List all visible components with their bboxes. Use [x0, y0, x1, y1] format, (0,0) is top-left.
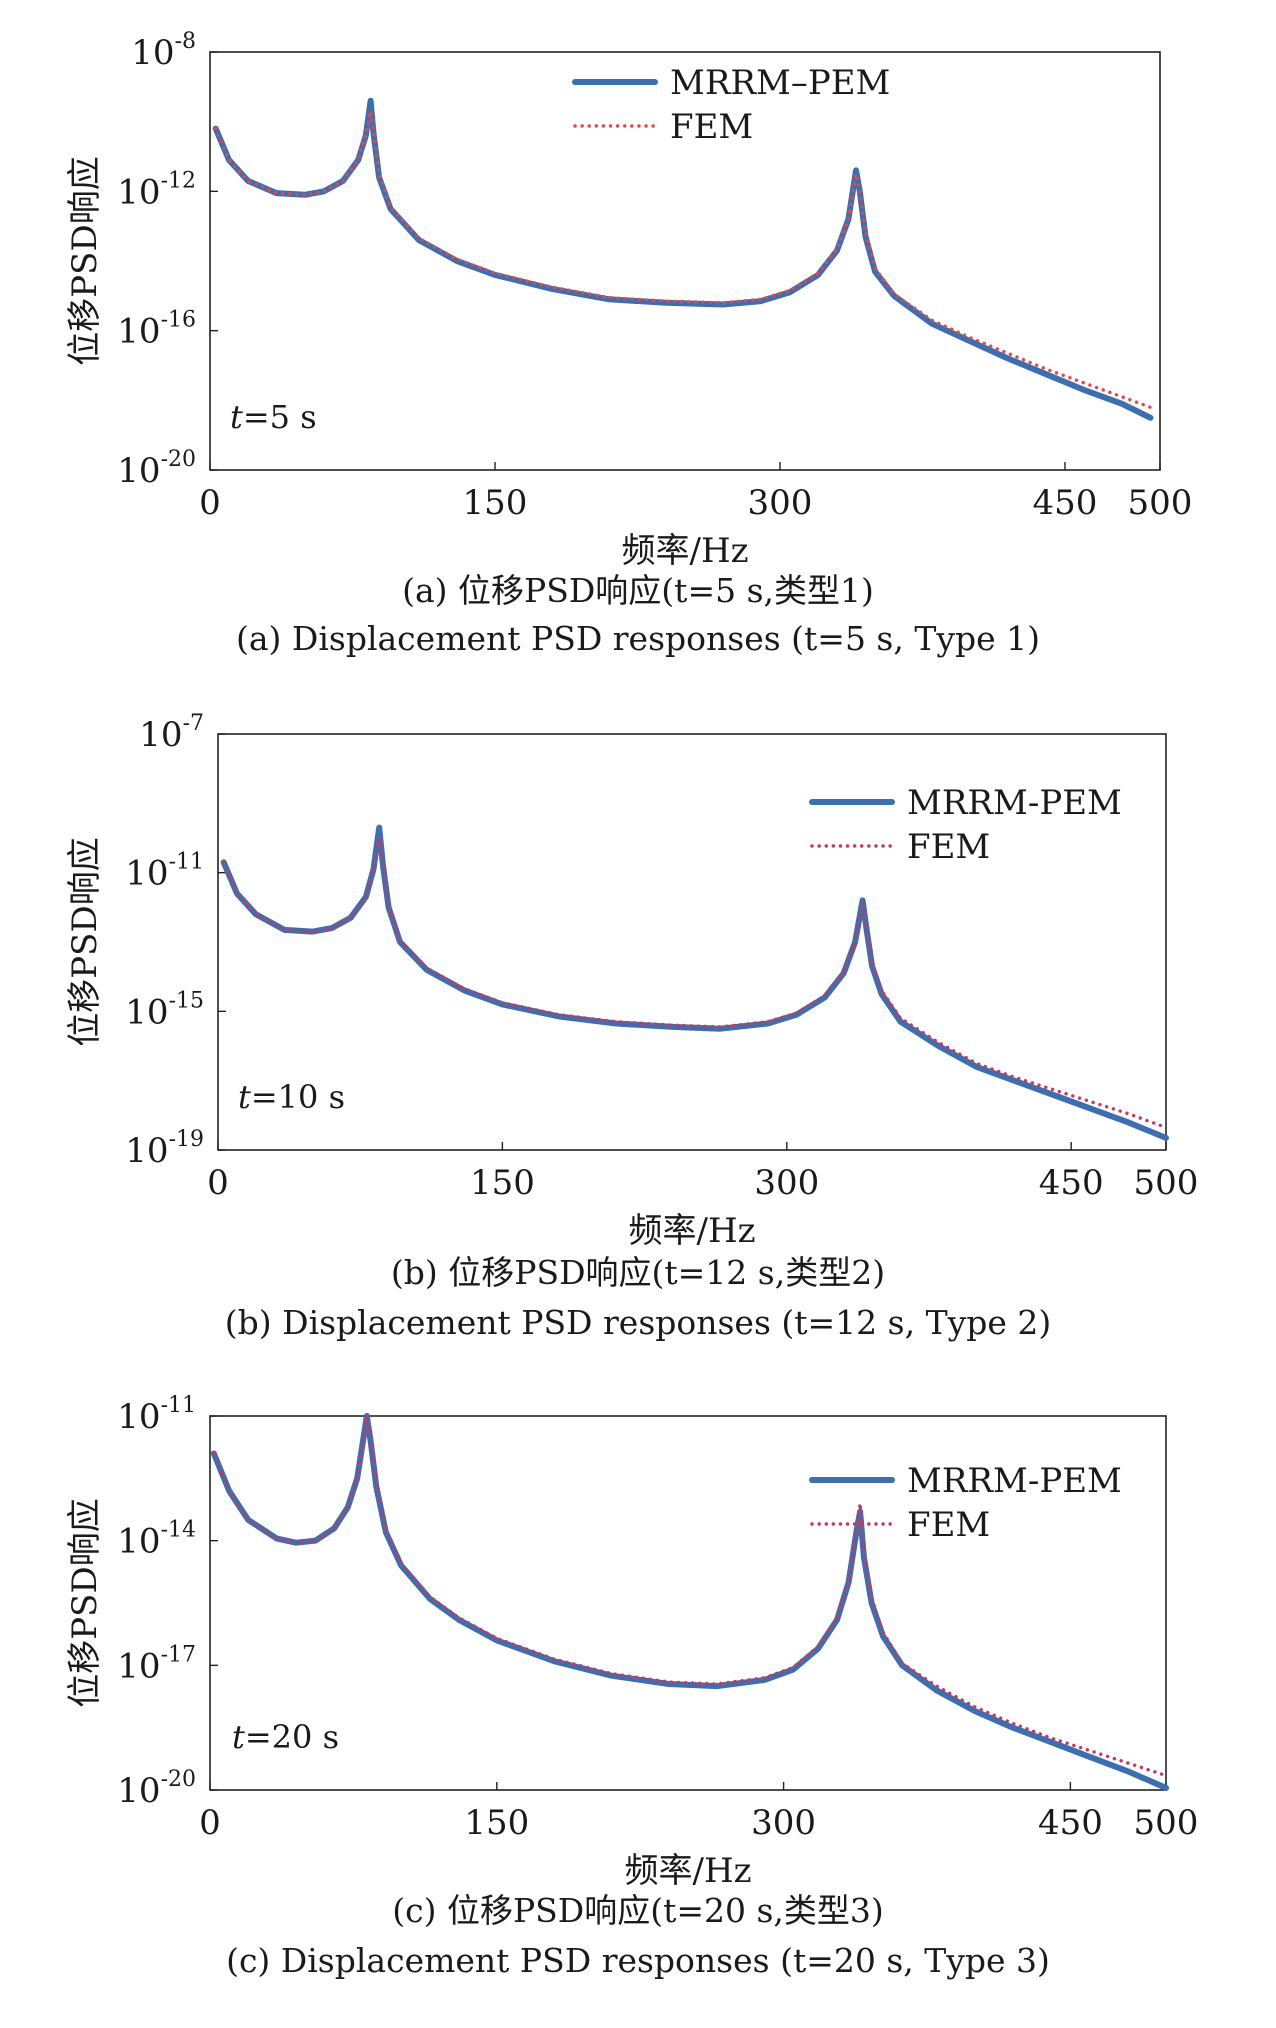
caption-en: (a) Displacement PSD responses (t=5 s, T…	[236, 619, 1040, 658]
y-tick-label: 10-8	[131, 29, 196, 73]
legend-entry: FEM	[670, 107, 753, 147]
legend-entry: FEM	[907, 1505, 990, 1545]
x-tick-label: 150	[464, 1803, 529, 1843]
plot-frame	[217, 733, 1167, 1151]
y-tick-label: 10-12	[117, 168, 196, 212]
series-line-mrrm-pem	[212, 97, 1154, 421]
x-tick-label: 500	[1128, 483, 1193, 523]
chart-panel-0: 0 150 300 450 500 10-8 10-12 10-16 10-20 频率/Hz 位移P…	[65, 29, 1192, 658]
caption-en: (b) Displacement PSD responses (t=12 s, …	[225, 1303, 1051, 1342]
x-tick-label: 0	[199, 1803, 221, 1843]
y-tick-label: 10-11	[125, 850, 204, 894]
time-annotation: t=20 s	[232, 1718, 339, 1756]
x-tick-label: 300	[754, 1163, 819, 1203]
x-tick-label: 0	[199, 483, 221, 523]
y-tick-label: 10-16	[117, 308, 196, 352]
y-tick-label: 10-20	[117, 447, 196, 491]
caption-cn: (c) 位移PSD响应(t=20 s,类型3)	[392, 1891, 884, 1930]
y-axis-label: 位移PSD响应	[65, 156, 105, 365]
y-tick-label: 10-17	[117, 1642, 196, 1686]
x-tick-label: 450	[1033, 483, 1098, 523]
caption-cn: (a) 位移PSD响应(t=5 s,类型1)	[402, 571, 874, 610]
x-axis-label: 频率/Hz	[621, 531, 748, 571]
y-tick-label: 10-15	[125, 988, 204, 1032]
x-tick-label: 450	[1038, 1803, 1103, 1843]
x-tick-label: 500	[1134, 1163, 1199, 1203]
y-tick-label: 10-19	[125, 1127, 204, 1171]
y-axis-label: 位移PSD响应	[65, 1498, 105, 1707]
legend-entry: FEM	[907, 827, 990, 867]
x-tick-label: 500	[1134, 1803, 1199, 1843]
series-line-fem	[212, 1414, 1168, 1778]
x-tick-label: 150	[463, 483, 528, 523]
chart-panel-2: 0 150 300 450 500 10-11 10-14 10-17 10-20 频率/Hz 位移…	[65, 1393, 1198, 1980]
time-annotation: t=5 s	[230, 398, 317, 436]
y-tick-label: 10-11	[117, 1393, 196, 1437]
x-tick-label: 300	[751, 1803, 816, 1843]
x-axis-label: 频率/Hz	[624, 1851, 751, 1891]
caption-en: (c) Displacement PSD responses (t=20 s, …	[226, 1941, 1050, 1980]
caption-cn: (b) 位移PSD响应(t=12 s,类型2)	[391, 1253, 885, 1292]
series-line-fem	[222, 836, 1168, 1130]
y-tick-label: 10-7	[139, 711, 204, 755]
plot-frame	[209, 51, 1161, 471]
x-tick-label: 300	[748, 483, 813, 523]
series-line-fem	[214, 109, 1153, 409]
legend-entry: MRRM-PEM	[907, 783, 1122, 823]
legend-entry: MRRM-PEM	[907, 1461, 1122, 1501]
y-tick-label: 10-20	[117, 1767, 196, 1811]
series-line-mrrm-pem	[220, 824, 1169, 1141]
time-annotation: t=10 s	[238, 1078, 345, 1116]
x-axis-label: 频率/Hz	[628, 1211, 755, 1251]
plot-frame	[209, 1415, 1167, 1791]
x-tick-label: 0	[207, 1163, 229, 1203]
y-axis-label: 位移PSD响应	[65, 837, 105, 1046]
x-tick-label: 150	[470, 1163, 535, 1203]
y-tick-label: 10-14	[117, 1518, 196, 1562]
x-tick-label: 450	[1039, 1163, 1104, 1203]
chart-panel-1: 0 150 300 450 500 10-7 10-11 10-15 10-19 频率/Hz 位移P…	[65, 711, 1198, 1342]
legend-entry: MRRM–PEM	[670, 63, 890, 103]
